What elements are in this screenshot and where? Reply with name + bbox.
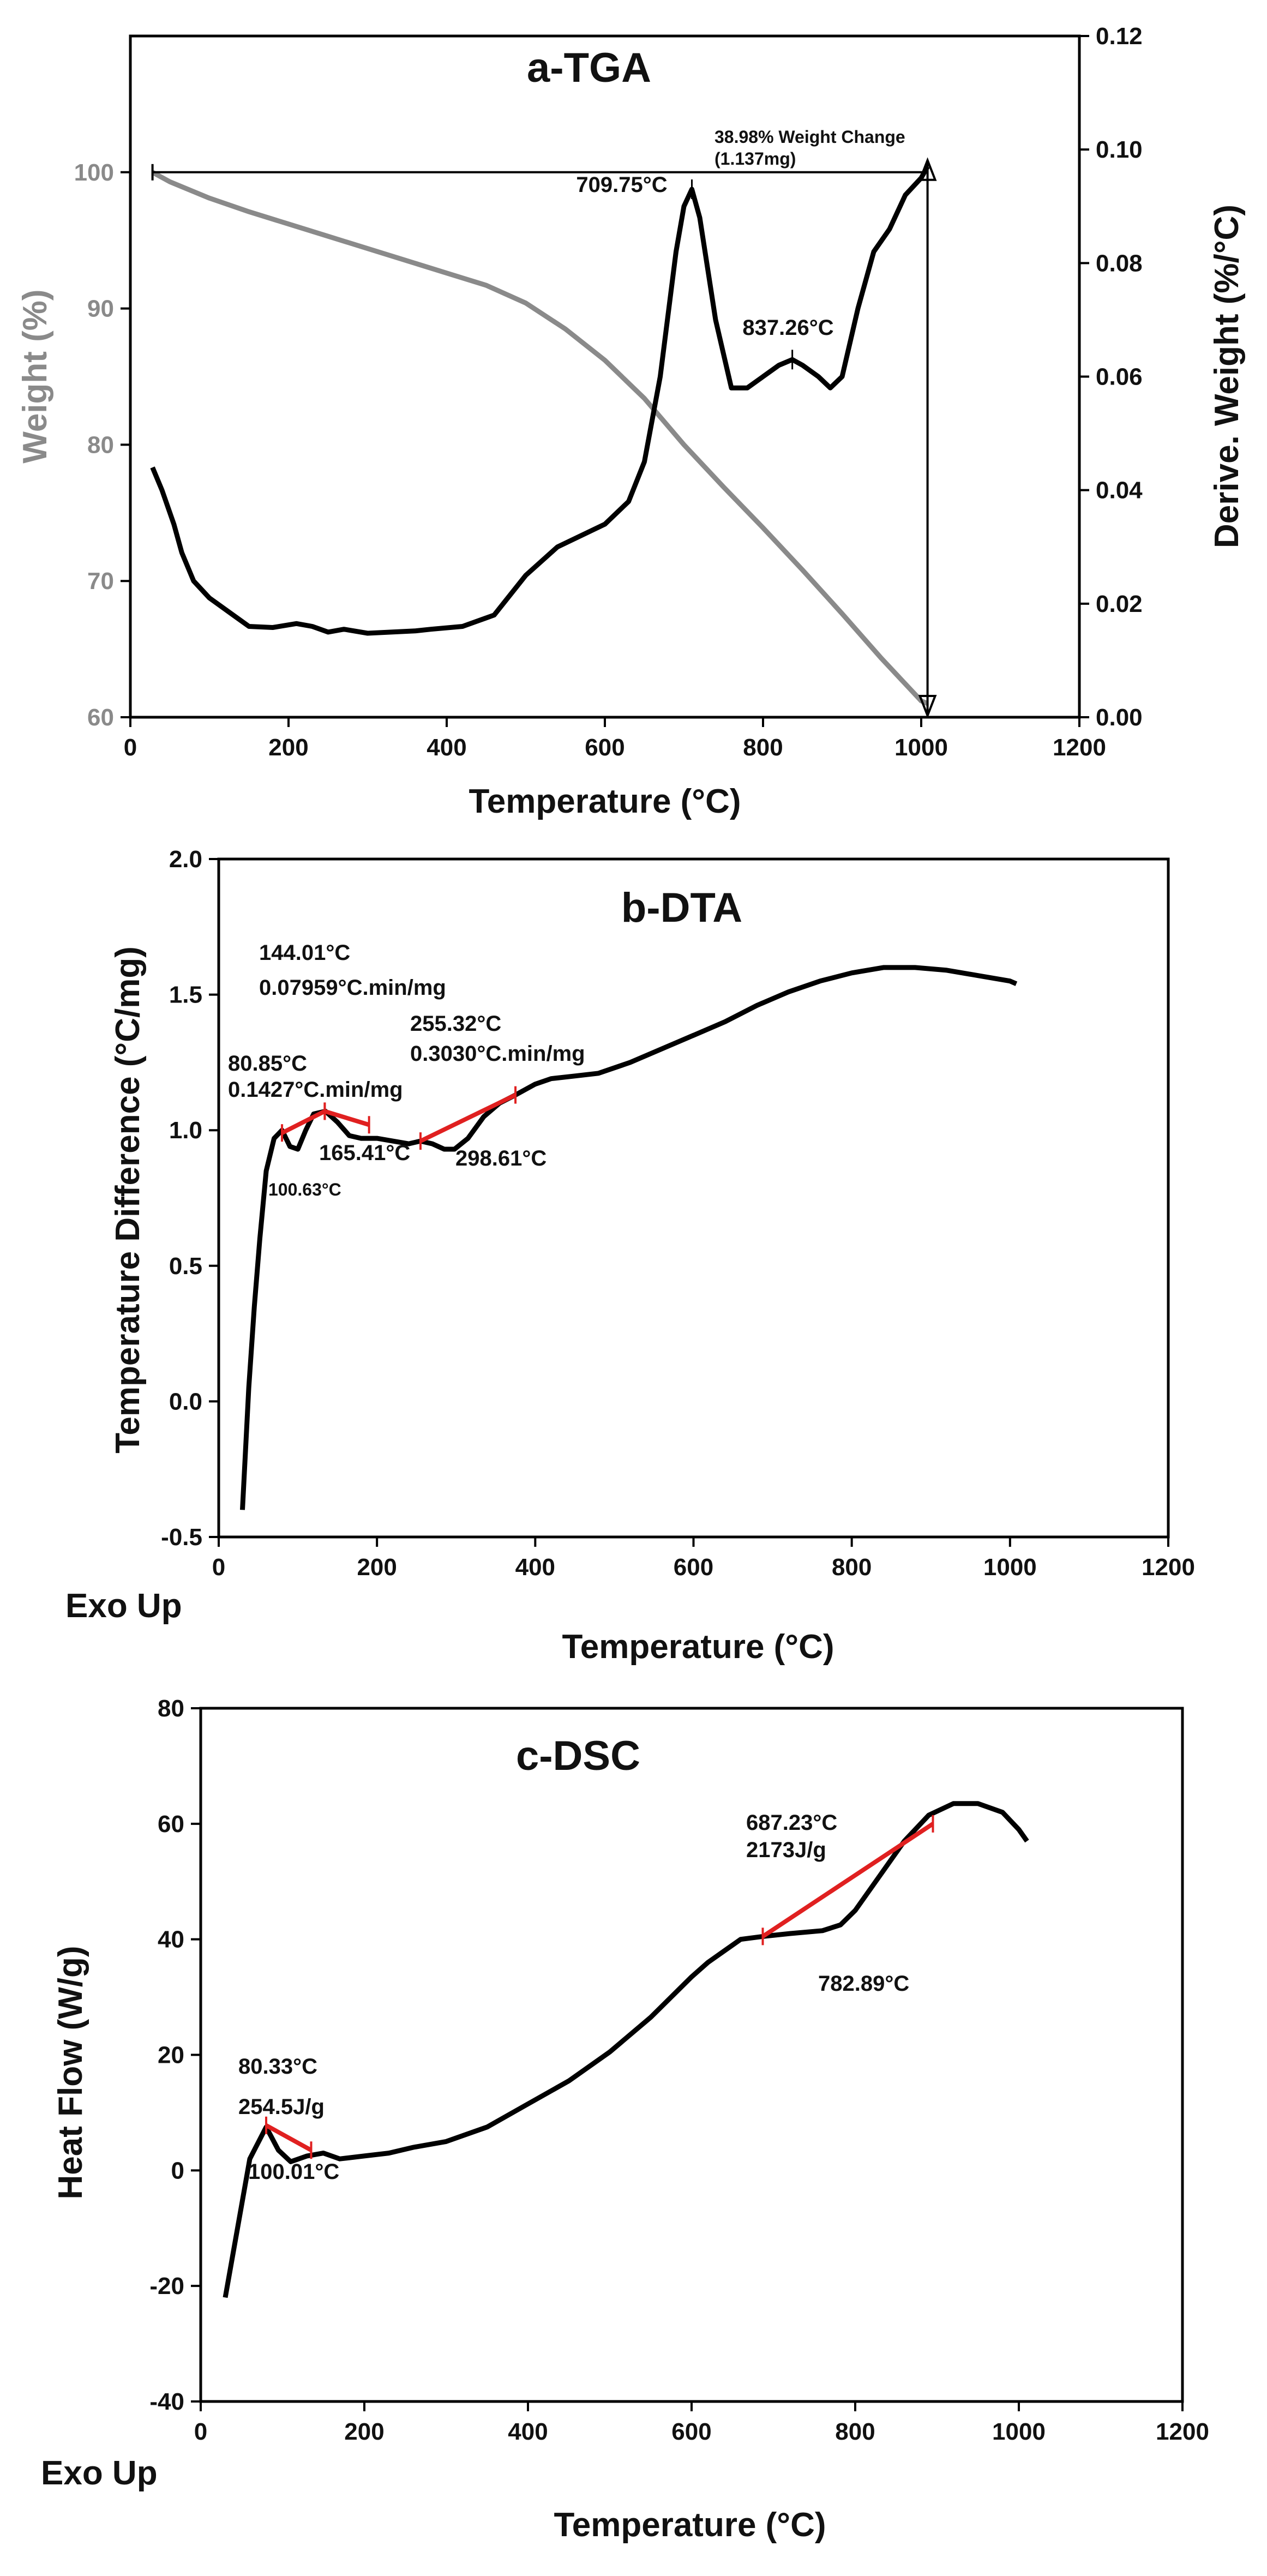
- dta-255-temp: 255.32°C: [410, 1012, 501, 1036]
- tga-y2-tick-label: 0.08: [1096, 250, 1143, 277]
- dsc-curve: [223, 1801, 1029, 2298]
- dta-x-tick-label: 600: [674, 1554, 713, 1581]
- dsc-x-tick-label: 1200: [1156, 2418, 1209, 2445]
- dta-x-tick-label: 200: [357, 1554, 397, 1581]
- dsc-y-tick-label: -40: [149, 2388, 184, 2415]
- dta-curve: [240, 965, 1018, 1510]
- tga-x-tick-label: 600: [585, 734, 625, 761]
- dta-x-tick-label: 800: [832, 1554, 872, 1581]
- dsc-x-tick-label: 200: [344, 2418, 384, 2445]
- dsc-x-tick-label: 400: [508, 2418, 548, 2445]
- tga-y-tick-label: 100: [74, 159, 114, 186]
- tga-y2-axis-title: Derive. Weight (%/°C): [1208, 205, 1246, 548]
- dta-y-tick-label: 1.5: [169, 982, 202, 1008]
- weight-curve: [151, 170, 929, 706]
- tga-x-tick-label: 200: [268, 734, 308, 761]
- dsc-y-tick-label: 20: [158, 2042, 184, 2069]
- dta-80-temp: 80.85°C: [228, 1052, 307, 1076]
- tga-peak2-label: 837.26°C: [742, 316, 833, 340]
- dta-panel: b-DTA 0 200 400 600 800 1000 1200 -0.5 0.0 0.5 1.…: [65, 846, 1195, 1666]
- dsc-baseline-segment: [761, 1822, 934, 1938]
- tga-y2-tick-label: 0.00: [1096, 704, 1143, 731]
- derivative-weight-curve: [150, 165, 930, 636]
- dsc-x-tick-label: 600: [671, 2418, 711, 2445]
- dta-255-area: 0.3030°C.min/mg: [410, 1042, 585, 1066]
- dsc-687-enthalpy: 2173J/g: [746, 1838, 826, 1862]
- dta-baseline-segment: [281, 1109, 326, 1135]
- dsc-80-temp: 80.33°C: [238, 2055, 317, 2079]
- tga-panel: a-TGA 0 200 400 600 800 1000 1200 60708090100 …: [16, 23, 1246, 820]
- tga-y-tick-label: 80: [87, 431, 114, 458]
- dta-y-tick-label: 0.5: [169, 1253, 202, 1280]
- tga-plot-frame: [129, 34, 1081, 719]
- dsc-y-axis-title: Heat Flow (W/g): [52, 1946, 89, 2200]
- dta-x-tick-label: 1000: [983, 1554, 1037, 1581]
- dta-x-tick-label: 0: [212, 1554, 225, 1581]
- tga-title: a-TGA: [527, 45, 651, 91]
- dsc-687-temp: 687.23°C: [746, 1811, 837, 1835]
- tga-x-axis-title: Temperature (°C): [469, 783, 741, 820]
- dta-baseline-segment: [419, 1092, 517, 1143]
- tga-y2-tick-label: 0.04: [1096, 477, 1143, 504]
- dta-100-label: 100.63°C: [268, 1180, 341, 1199]
- dsc-y-tick-label: -20: [149, 2273, 184, 2299]
- dta-plot-frame: [217, 857, 1170, 1539]
- tga-y2-tick-label: 0.02: [1096, 591, 1143, 617]
- dta-80-area: 0.1427°C.min/mg: [228, 1078, 403, 1102]
- dta-298-label: 298.61°C: [455, 1146, 547, 1170]
- tga-y2-tick-label: 0.06: [1096, 364, 1143, 391]
- dsc-x-tick-label: 0: [194, 2418, 207, 2445]
- tga-x-tick-label: 1200: [1053, 734, 1106, 761]
- weight-change-label: 38.98% Weight Change: [714, 127, 905, 147]
- dsc-x-tick-label: 1000: [992, 2418, 1046, 2445]
- dsc-80-enthalpy: 254.5J/g: [238, 2095, 325, 2119]
- tga-y-axis-title: Weight (%): [16, 289, 54, 463]
- dta-y-axis-title: Temperature Difference (°C/mg): [109, 946, 147, 1454]
- tga-x-tick-label: 400: [427, 734, 466, 761]
- dsc-x-axis-title: Temperature (°C): [554, 2506, 826, 2544]
- tga-x-tick-label: 1000: [894, 734, 948, 761]
- dta-y-tick-label: -0.5: [161, 1524, 202, 1551]
- dsc-y-tick-label: 60: [158, 1811, 184, 1838]
- dsc-x-tick-label: 800: [835, 2418, 875, 2445]
- tga-x-tick-label: 0: [124, 734, 137, 761]
- tga-y2-tick-label: 0.10: [1096, 136, 1143, 163]
- tga-y-tick-label: 70: [87, 568, 114, 595]
- tga-x-tick-label: 800: [743, 734, 783, 761]
- dsc-y-tick-label: 40: [158, 1926, 184, 1953]
- tga-y-tick-label: 60: [87, 704, 114, 731]
- tga-y2-tick-label: 0.12: [1096, 23, 1143, 50]
- dta-title: b-DTA: [621, 885, 742, 931]
- dta-exo-up-label: Exo Up: [65, 1587, 182, 1625]
- dsc-y-tick-label: 0: [171, 2157, 184, 2184]
- dsc-exo-up-label: Exo Up: [41, 2454, 158, 2492]
- dsc-y-tick-label: 80: [158, 1695, 184, 1722]
- dta-165-label: 165.41°C: [319, 1141, 410, 1165]
- dta-y-tick-label: 1.0: [169, 1117, 202, 1144]
- dsc-baseline-segment: [265, 2123, 313, 2152]
- dsc-100-label: 100.01°C: [248, 2160, 339, 2184]
- dsc-plot-frame: [199, 1707, 1184, 2403]
- weight-change-mass-label: (1.137mg): [714, 149, 796, 169]
- dta-y-tick-label: 2.0: [169, 846, 202, 873]
- tga-y-tick-label: 90: [87, 296, 114, 322]
- dsc-panel: c-DSC 0 200 400 600 800 1000 1200 -40 -20 0 20 40 6…: [41, 1695, 1209, 2544]
- dta-x-tick-label: 1200: [1142, 1554, 1195, 1581]
- dsc-782-label: 782.89°C: [818, 1972, 909, 1996]
- dta-144-area: 0.07959°C.min/mg: [259, 976, 446, 1000]
- dsc-title: c-DSC: [516, 1733, 640, 1779]
- dta-x-tick-label: 400: [515, 1554, 555, 1581]
- dta-baseline-segment: [324, 1109, 370, 1127]
- dta-x-axis-title: Temperature (°C): [562, 1628, 834, 1666]
- dta-y-tick-label: 0.0: [169, 1388, 202, 1415]
- dta-144-temp: 144.01°C: [259, 941, 350, 965]
- tga-peak1-label: 709.75°C: [576, 173, 667, 197]
- weight-change-indicator: [151, 157, 937, 719]
